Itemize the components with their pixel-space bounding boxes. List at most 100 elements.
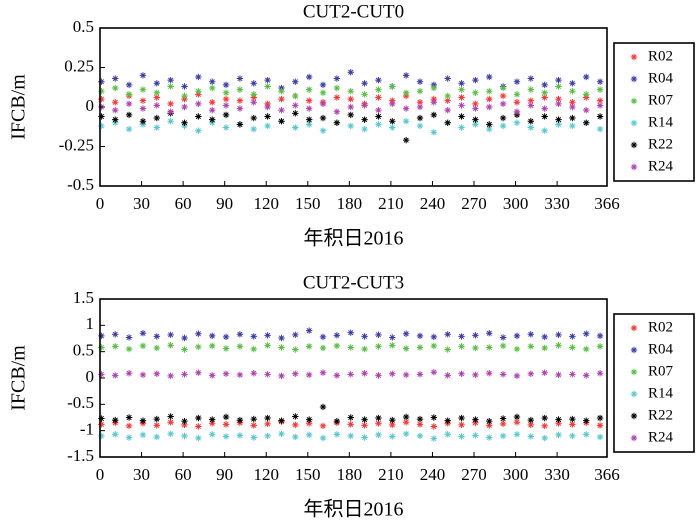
point <box>361 370 368 377</box>
point <box>541 89 548 96</box>
point <box>472 332 479 339</box>
point <box>112 75 119 82</box>
point <box>209 416 216 423</box>
point <box>236 97 244 104</box>
point <box>167 372 174 380</box>
point <box>499 334 507 341</box>
legend-label: R24 <box>648 429 674 445</box>
legend-marker <box>630 97 638 105</box>
point <box>112 416 119 424</box>
point <box>486 125 493 133</box>
x-tick-label: 210 <box>378 465 404 484</box>
point <box>167 419 174 426</box>
point <box>499 92 507 100</box>
point <box>264 83 271 90</box>
point <box>222 413 230 421</box>
point <box>596 422 604 429</box>
point <box>250 114 257 122</box>
x-tick-label: 366 <box>594 194 620 213</box>
series <box>98 430 604 442</box>
point <box>250 99 257 106</box>
point <box>555 431 562 439</box>
legend-label: R22 <box>648 407 673 423</box>
point <box>402 136 410 144</box>
point <box>375 86 382 93</box>
point <box>195 369 202 376</box>
point <box>153 114 160 122</box>
point <box>153 94 160 101</box>
point <box>375 113 382 120</box>
point <box>486 434 493 441</box>
point <box>444 92 451 100</box>
point <box>278 430 285 438</box>
legend-label: R02 <box>648 319 673 335</box>
point <box>499 420 507 428</box>
point <box>499 432 507 440</box>
point <box>569 99 576 106</box>
point <box>125 422 133 430</box>
point <box>139 72 147 79</box>
point <box>375 121 382 128</box>
point <box>444 331 451 338</box>
point <box>209 99 216 106</box>
legend-label: R22 <box>648 136 673 152</box>
point <box>153 415 160 423</box>
point <box>527 370 535 377</box>
x-tick-label: 180 <box>337 194 363 213</box>
point <box>305 73 313 81</box>
point <box>569 421 576 428</box>
point <box>333 84 341 92</box>
point <box>430 84 438 92</box>
point <box>458 414 465 422</box>
point <box>458 102 465 109</box>
point <box>222 124 230 131</box>
point <box>389 83 396 90</box>
point <box>347 111 354 119</box>
point <box>555 342 562 349</box>
point <box>333 119 341 126</box>
point <box>181 334 188 342</box>
point <box>444 417 451 424</box>
point <box>195 127 202 134</box>
point <box>499 415 507 422</box>
point <box>389 118 396 125</box>
legend-marker <box>630 434 638 442</box>
x-tick-label: 300 <box>503 465 529 484</box>
point <box>416 122 424 130</box>
point <box>153 422 160 429</box>
point <box>361 416 368 423</box>
point <box>472 121 479 128</box>
point <box>292 331 299 339</box>
point <box>250 422 257 429</box>
point <box>292 102 299 109</box>
legend-marker <box>630 368 638 376</box>
x-tick-label: 0 <box>96 194 105 213</box>
point <box>153 124 160 131</box>
legend-label: R02 <box>648 48 673 64</box>
point <box>167 430 174 438</box>
point <box>569 415 576 423</box>
point <box>125 345 133 353</box>
point <box>596 343 604 350</box>
point <box>98 122 105 130</box>
legend-marker <box>630 141 638 149</box>
point <box>527 97 535 104</box>
point <box>98 78 105 85</box>
point <box>513 431 521 438</box>
point <box>333 431 341 438</box>
point <box>486 95 493 103</box>
point <box>472 116 479 123</box>
series <box>98 369 604 380</box>
point <box>583 345 590 353</box>
point <box>583 119 590 126</box>
x-tick-label: 240 <box>420 194 446 213</box>
point <box>596 125 604 133</box>
point <box>250 415 257 423</box>
point <box>236 432 244 439</box>
point <box>430 333 438 341</box>
point <box>167 83 174 90</box>
point <box>195 330 202 337</box>
point <box>264 371 271 378</box>
point <box>264 414 271 422</box>
point <box>195 113 202 120</box>
